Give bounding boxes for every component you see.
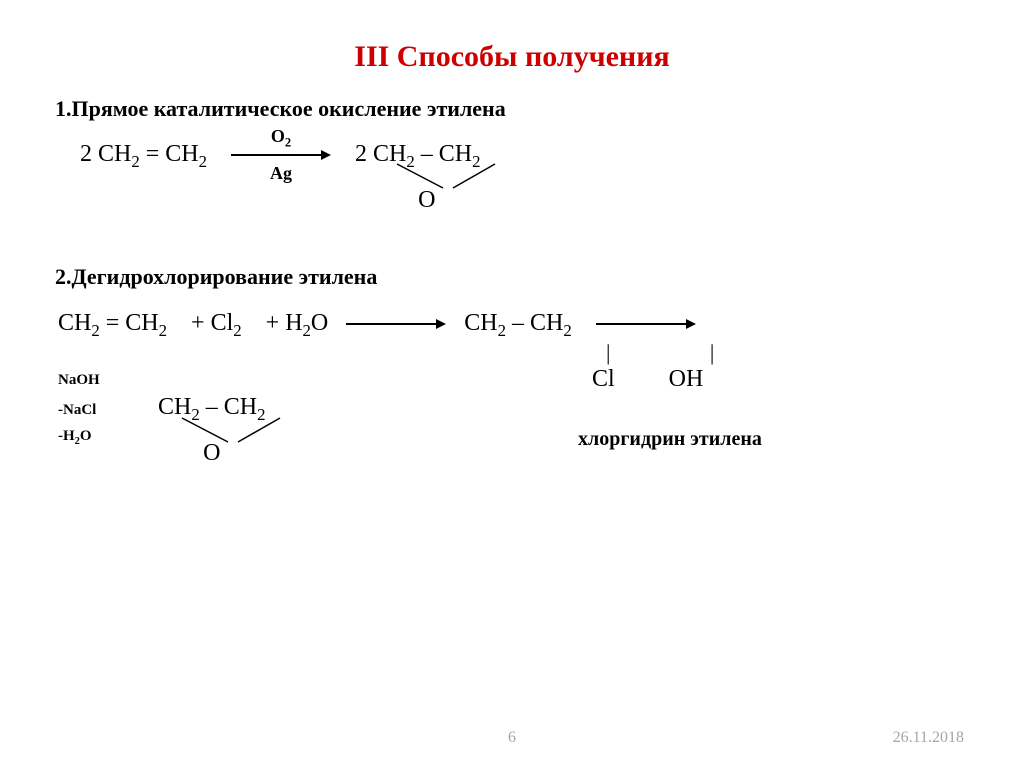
vertical-bonds: | | (606, 340, 716, 366)
equation-1: 2 СН2 = СН2 O2 Ag 2 СН2 – СН2 O (80, 140, 974, 230)
heading-1: 1.Прямое каталитическое окисление этилен… (55, 96, 974, 122)
slide: III Способы получения 1.Прямое каталитич… (0, 0, 1024, 767)
arrow-icon (596, 317, 696, 331)
reaction-arrow: O2 Ag (231, 148, 331, 162)
coeff: 2 (355, 141, 373, 167)
epoxide-o: O (158, 440, 265, 467)
arrow-label-top: O2 (231, 126, 331, 151)
epoxide-o: O (373, 186, 480, 215)
eq2-line1: СН2 = СН2 + Cl2 + H2O СН2 – СН2 (58, 310, 696, 341)
sub2: 2 (131, 152, 139, 171)
arrow-label-bottom: Ag (231, 163, 331, 185)
heading-2: 2.Дегидрохлорирование этилена (55, 264, 974, 290)
ch2: СН (165, 141, 198, 167)
cond-h2o: -H2O (58, 428, 92, 447)
cond-naoh: NaOH (58, 372, 100, 389)
chlorohydrin-label: хлоргидрин этилена (578, 428, 762, 451)
equation-2: СН2 = СН2 + Cl2 + H2O СН2 – СН2 (58, 310, 974, 540)
cond-nacl: -NaCl (58, 402, 96, 419)
ch2: СН (98, 141, 131, 167)
page-date: 26.11.2018 (893, 729, 964, 747)
epoxide-product-2: СН2 – СН2 O (158, 394, 265, 425)
coeff: 2 (80, 141, 98, 167)
reaction-arrow (596, 311, 696, 338)
reaction-arrow (346, 311, 446, 338)
epoxide-product: СН2 – СН2 O (373, 140, 480, 172)
arrow-icon (346, 317, 446, 331)
page-number: 6 (0, 729, 1024, 747)
sub2: 2 (199, 152, 207, 171)
equals: = (146, 141, 166, 167)
substituents: Cl OH (592, 366, 703, 393)
slide-title: III Способы получения (50, 40, 974, 74)
